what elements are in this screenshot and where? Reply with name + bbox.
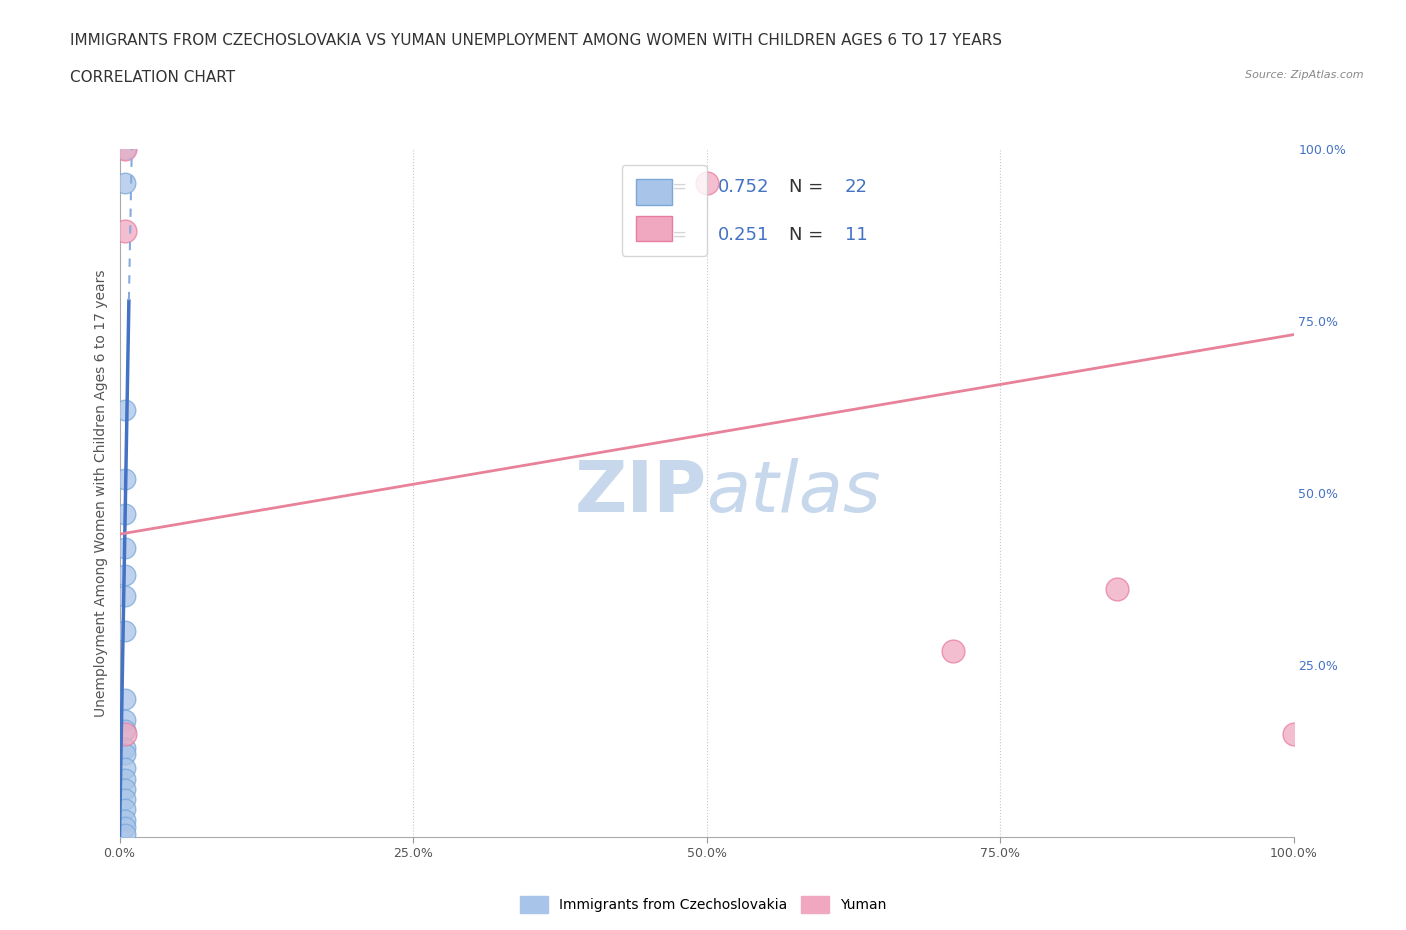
Y-axis label: Unemployment Among Women with Children Ages 6 to 17 years: Unemployment Among Women with Children A… xyxy=(94,269,108,717)
Text: atlas: atlas xyxy=(707,458,882,527)
Text: 0.251: 0.251 xyxy=(718,226,769,244)
Point xyxy=(114,692,136,707)
Text: R =: R = xyxy=(654,226,693,244)
Point xyxy=(114,141,136,156)
Text: R =: R = xyxy=(654,178,693,195)
Point xyxy=(114,712,136,727)
Point xyxy=(114,726,136,741)
Point xyxy=(114,176,136,191)
Point xyxy=(114,802,136,817)
Point xyxy=(114,740,136,755)
Point xyxy=(114,540,136,555)
Text: CORRELATION CHART: CORRELATION CHART xyxy=(70,70,235,85)
Point xyxy=(114,761,136,776)
Text: 11: 11 xyxy=(845,226,868,244)
Text: 0.752: 0.752 xyxy=(718,178,769,195)
Point xyxy=(114,472,136,486)
Point xyxy=(114,747,136,762)
Point xyxy=(114,568,136,583)
Point xyxy=(114,723,136,737)
Point xyxy=(114,826,136,841)
Point xyxy=(114,403,136,418)
Point xyxy=(114,141,136,156)
Point xyxy=(114,771,136,786)
Point xyxy=(114,224,136,239)
Point xyxy=(114,791,136,806)
Text: N =: N = xyxy=(789,226,828,244)
Text: 22: 22 xyxy=(845,178,868,195)
Legend:  ,  : , xyxy=(621,165,707,256)
Text: Source: ZipAtlas.com: Source: ZipAtlas.com xyxy=(1246,70,1364,80)
Point xyxy=(942,644,965,658)
Text: N =: N = xyxy=(789,178,828,195)
Point xyxy=(114,623,136,638)
Point xyxy=(114,506,136,521)
Text: ZIP: ZIP xyxy=(574,458,707,527)
Point xyxy=(114,781,136,796)
Text: IMMIGRANTS FROM CZECHOSLOVAKIA VS YUMAN UNEMPLOYMENT AMONG WOMEN WITH CHILDREN A: IMMIGRANTS FROM CZECHOSLOVAKIA VS YUMAN … xyxy=(70,33,1002,47)
Point xyxy=(114,819,136,834)
Point xyxy=(1107,582,1129,597)
Point xyxy=(1282,726,1305,741)
Legend: Immigrants from Czechoslovakia, Yuman: Immigrants from Czechoslovakia, Yuman xyxy=(515,890,891,919)
Point xyxy=(114,813,136,828)
Point xyxy=(696,176,718,191)
Point xyxy=(114,589,136,604)
